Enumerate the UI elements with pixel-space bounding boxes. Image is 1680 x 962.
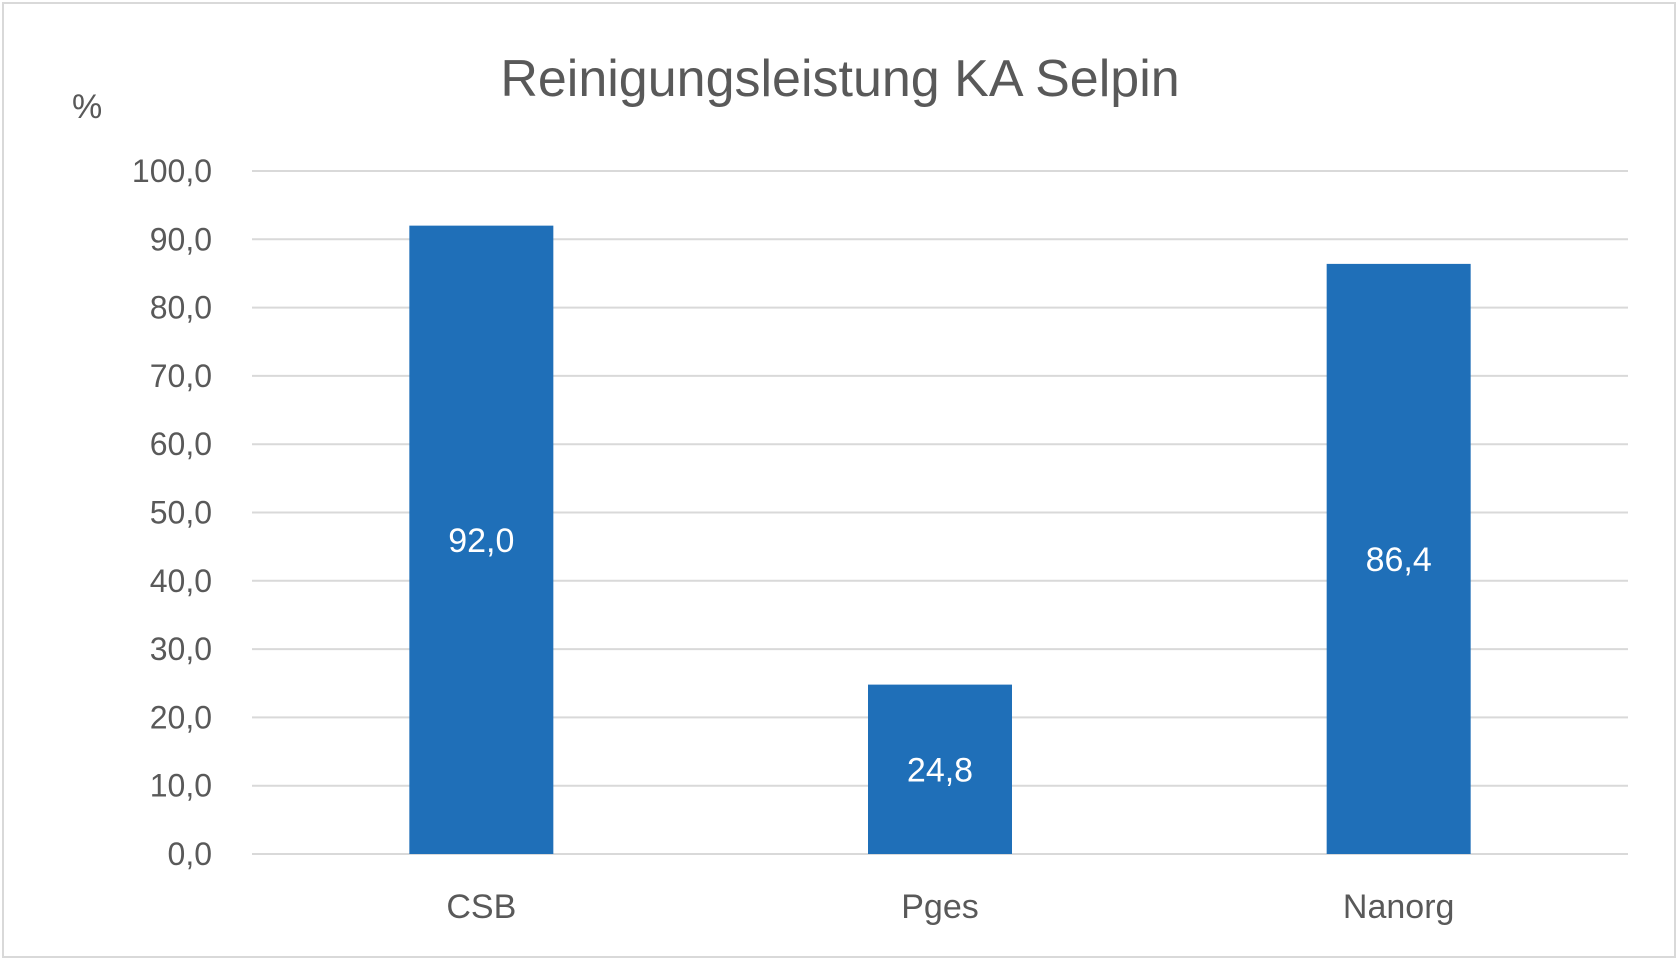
y-tick-label: 70,0	[150, 358, 212, 394]
bar-csb	[409, 225, 554, 854]
x-axis-categories: CSB Pges Nanorg	[446, 888, 1454, 926]
y-tick-label: 90,0	[150, 221, 212, 257]
bars: 92,0 24,8 86,4	[409, 225, 1471, 854]
y-axis-ticks: 0,0 10,0 20,0 30,0 40,0 50,0 60,0 70,0 80,0 90,0 1…	[132, 153, 212, 872]
chart-title: Reinigungsleistung KA Selpin	[500, 50, 1179, 108]
y-tick-label: 20,0	[150, 699, 212, 735]
y-tick-label: 80,0	[150, 290, 212, 326]
bar-nanorg	[1326, 263, 1471, 854]
x-category-label: Pges	[901, 888, 979, 926]
y-tick-label: 30,0	[150, 631, 212, 667]
y-tick-label: 100,0	[132, 153, 212, 189]
y-axis-unit-label: %	[72, 88, 102, 126]
y-tick-label: 40,0	[150, 563, 212, 599]
x-category-label: Nanorg	[1343, 888, 1455, 926]
data-label-pges: 24,8	[907, 751, 973, 789]
y-tick-label: 10,0	[150, 768, 212, 804]
y-tick-label: 60,0	[150, 426, 212, 462]
y-tick-label: 50,0	[150, 495, 212, 531]
y-tick-label: 0,0	[168, 836, 212, 872]
bar-pges	[868, 684, 1012, 854]
x-category-label: CSB	[446, 888, 516, 926]
data-label-csb: 92,0	[448, 522, 514, 560]
data-label-nanorg: 86,4	[1366, 541, 1432, 579]
